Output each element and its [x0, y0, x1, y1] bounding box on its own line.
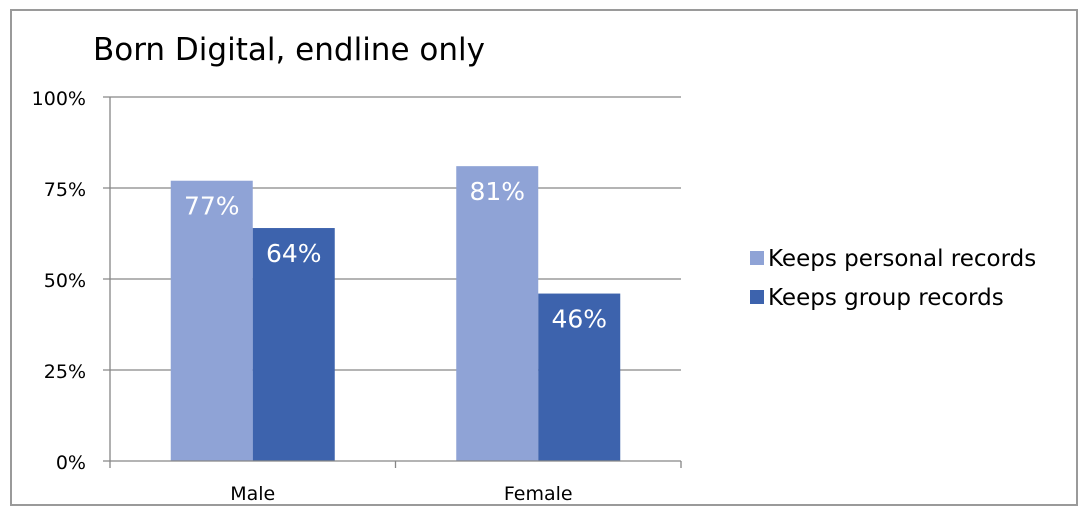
- y-tick-label: 50%: [44, 270, 86, 292]
- y-tick-label: 75%: [44, 179, 86, 201]
- legend: Keeps personal records Keeps group record…: [750, 246, 1036, 311]
- axes: [103, 97, 682, 468]
- data-label: 64%: [266, 239, 322, 268]
- legend-swatch: [750, 251, 764, 265]
- data-label: 77%: [184, 192, 240, 221]
- bar: [456, 166, 539, 461]
- y-tick-label: 100%: [32, 88, 86, 110]
- bar: [252, 228, 335, 461]
- legend-label: Keeps personal records: [768, 246, 1036, 272]
- chart-title: Born Digital, endline only: [93, 32, 485, 68]
- x-tick-labels: Male Female: [230, 483, 572, 505]
- bar: [538, 293, 621, 461]
- data-label: 46%: [551, 305, 607, 334]
- data-label: 81%: [469, 177, 525, 206]
- x-tick-label: Male: [230, 483, 275, 505]
- y-tick-label: 25%: [44, 361, 86, 383]
- x-tick-label: Female: [504, 483, 573, 505]
- data-labels: 77% 81% 64% 46%: [184, 177, 607, 333]
- y-tick-label: 0%: [56, 452, 86, 474]
- legend-label: Keeps group records: [768, 285, 1004, 311]
- bar: [170, 180, 253, 461]
- legend-swatch: [750, 290, 764, 304]
- y-tick-labels: 0% 25% 50% 75% 100%: [32, 88, 86, 474]
- bars: [170, 166, 621, 461]
